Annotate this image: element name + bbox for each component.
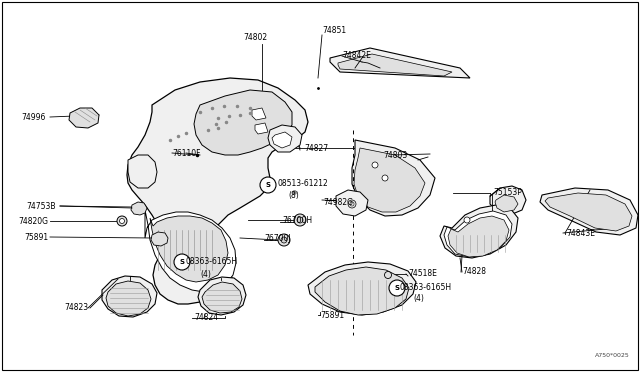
Text: 08363-6165H: 08363-6165H — [400, 282, 452, 292]
Circle shape — [372, 162, 378, 168]
Circle shape — [174, 254, 190, 270]
Polygon shape — [69, 108, 99, 128]
Polygon shape — [336, 190, 368, 216]
Polygon shape — [545, 193, 632, 231]
Text: (8): (8) — [288, 190, 299, 199]
Polygon shape — [272, 132, 292, 148]
Polygon shape — [440, 205, 518, 258]
Text: A750*0025: A750*0025 — [595, 353, 630, 358]
Text: 08513-61212: 08513-61212 — [278, 179, 329, 187]
Polygon shape — [490, 186, 526, 215]
Polygon shape — [151, 232, 168, 246]
Text: 74982G: 74982G — [323, 198, 353, 206]
Polygon shape — [354, 148, 425, 212]
Polygon shape — [194, 90, 292, 155]
Text: 75891: 75891 — [320, 311, 344, 320]
Polygon shape — [268, 125, 302, 152]
Circle shape — [297, 217, 303, 223]
Text: 75153P: 75153P — [493, 187, 522, 196]
Text: 74753B: 74753B — [26, 202, 56, 211]
Polygon shape — [255, 123, 268, 134]
Text: 74820G: 74820G — [18, 217, 48, 225]
Polygon shape — [444, 211, 512, 257]
Text: 76700H: 76700H — [282, 215, 312, 224]
Polygon shape — [198, 277, 246, 315]
Text: 74802: 74802 — [243, 32, 267, 42]
Polygon shape — [202, 282, 242, 313]
Polygon shape — [352, 140, 435, 216]
Text: 74851: 74851 — [322, 26, 346, 35]
Polygon shape — [330, 48, 470, 78]
Text: 76110F: 76110F — [172, 148, 200, 157]
Polygon shape — [540, 188, 638, 235]
Text: 74828: 74828 — [462, 267, 486, 276]
Circle shape — [294, 214, 306, 226]
Polygon shape — [315, 267, 409, 315]
Polygon shape — [448, 216, 509, 257]
Text: 74996: 74996 — [22, 112, 46, 122]
Circle shape — [350, 202, 354, 206]
Circle shape — [278, 234, 290, 246]
Circle shape — [382, 175, 388, 181]
Polygon shape — [308, 262, 416, 315]
Text: 75891: 75891 — [24, 232, 48, 241]
Text: 08363-6165H: 08363-6165H — [186, 257, 238, 266]
Circle shape — [348, 200, 356, 208]
Polygon shape — [252, 108, 266, 120]
Text: S: S — [179, 259, 184, 265]
Text: S: S — [266, 182, 271, 188]
Text: 74842E: 74842E — [342, 51, 371, 60]
Circle shape — [389, 280, 405, 296]
Text: 74518E: 74518E — [408, 269, 437, 279]
Polygon shape — [102, 276, 157, 317]
Circle shape — [120, 218, 125, 224]
Text: (4): (4) — [413, 295, 424, 304]
Polygon shape — [131, 202, 147, 215]
Circle shape — [260, 177, 276, 193]
Text: 74824: 74824 — [194, 314, 218, 323]
Text: S: S — [394, 285, 399, 291]
Text: 74843E: 74843E — [566, 228, 595, 237]
Text: (4): (4) — [200, 269, 211, 279]
Polygon shape — [338, 54, 452, 76]
Text: 74827: 74827 — [304, 144, 328, 153]
Polygon shape — [150, 216, 228, 282]
Polygon shape — [495, 195, 518, 212]
Polygon shape — [128, 155, 157, 188]
Polygon shape — [127, 78, 308, 304]
Circle shape — [385, 272, 392, 279]
Circle shape — [117, 216, 127, 226]
Text: 74803: 74803 — [383, 151, 407, 160]
Polygon shape — [145, 210, 236, 292]
Text: 74823: 74823 — [64, 304, 88, 312]
Text: 76700J: 76700J — [264, 234, 291, 243]
Circle shape — [464, 217, 470, 223]
Polygon shape — [106, 281, 151, 316]
Circle shape — [281, 237, 287, 243]
